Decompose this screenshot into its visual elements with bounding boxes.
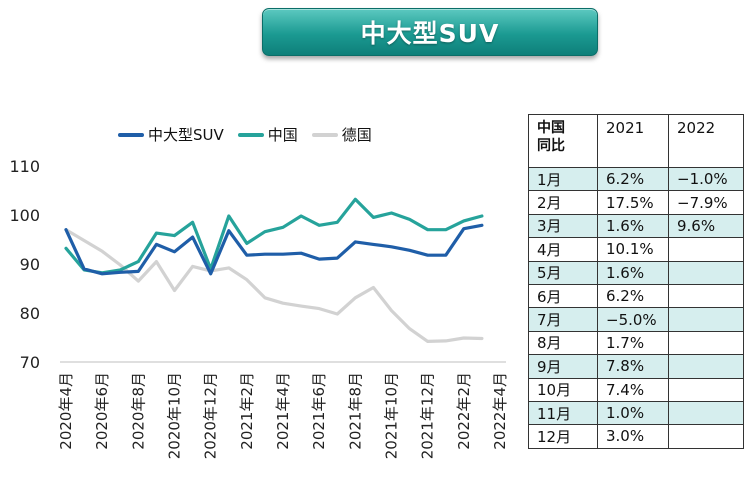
y-tick-label: 100 — [9, 206, 40, 225]
table-header-cell: 中国 同比 — [528, 114, 598, 168]
y-tick-label: 90 — [20, 255, 40, 274]
table-cell: 7月 — [528, 307, 598, 332]
x-tick-label: 2021年2月 — [238, 372, 256, 450]
table-header-cell: 2022 — [668, 114, 744, 168]
table-cell — [668, 377, 744, 402]
table-row: 2月 17.5% −7.9% — [528, 190, 744, 215]
x-tick-label: 2020年8月 — [129, 372, 147, 450]
table-cell: 10.1% — [597, 237, 669, 262]
table-row: 10月 7.4% — [528, 377, 744, 402]
table-row: 1月 6.2% −1.0% — [528, 166, 744, 192]
legend-item-suv: 中大型SUV — [118, 124, 224, 145]
table-cell: 5月 — [528, 260, 598, 285]
legend-label-suv: 中大型SUV — [148, 126, 224, 144]
x-tick-label: 2021年8月 — [346, 372, 364, 450]
yoy-table: 中国 同比 2021 2022 1月 6.2% −1.0% 2月 17.5% −7.9% 3月… — [528, 114, 744, 449]
legend-label-china: 中国 — [267, 126, 298, 144]
table-header-cell: 2021 — [597, 114, 669, 168]
table-row: 5月 1.6% — [528, 260, 744, 285]
table-cell: −5.0% — [597, 307, 669, 332]
x-tick-label: 2020年6月 — [93, 372, 111, 450]
line-chart: 70 80 90 100 110 2020年4月 2020年6月 2020年8月 2020年10… — [9, 157, 509, 459]
table-row: 8月 1.7% — [528, 330, 744, 356]
x-tick-label: 2021年4月 — [274, 372, 292, 450]
table-row: 11月 1.0% — [528, 400, 744, 426]
table-cell: 1月 — [528, 166, 598, 192]
table-cell — [668, 237, 744, 262]
legend: 中大型SUV 中国 德国 — [118, 124, 380, 145]
title-banner: 中大型SUV — [262, 8, 598, 56]
table-cell — [668, 424, 744, 449]
legend-swatch-suv — [118, 132, 144, 137]
x-tick-label: 2021年12月 — [419, 372, 437, 459]
table-row: 7月 −5.0% — [528, 307, 744, 332]
table-cell — [668, 330, 744, 356]
legend-swatch-china — [237, 132, 264, 137]
table-row: 9月 7.8% — [528, 354, 744, 379]
x-tick-label: 2021年10月 — [383, 372, 401, 459]
table-cell: 10月 — [528, 377, 598, 402]
legend-item-germany: 德国 — [311, 124, 372, 145]
table-cell: 6.2% — [597, 283, 669, 309]
table-cell: 2月 — [528, 190, 598, 215]
table-cell: 4月 — [528, 237, 598, 262]
x-tick-label: 2020年4月 — [57, 372, 75, 450]
legend-swatch-germany — [311, 132, 338, 137]
table-cell — [668, 307, 744, 332]
table-cell — [668, 283, 744, 309]
legend-item-china: 中国 — [237, 124, 298, 145]
table-cell: 1.6% — [597, 260, 669, 285]
table-cell: 1.6% — [597, 213, 669, 239]
table-cell: 9月 — [528, 354, 598, 379]
table-cell: 3月 — [528, 213, 598, 239]
legend-label-germany: 德国 — [341, 126, 372, 144]
table-cell: 7.4% — [597, 377, 669, 402]
table-row: 3月 1.6% 9.6% — [528, 213, 744, 239]
table-cell: 11月 — [528, 400, 598, 426]
table-cell — [668, 400, 744, 426]
table-cell: −1.0% — [668, 166, 744, 192]
x-tick-label: 2021年6月 — [310, 372, 328, 450]
table-row: 4月 10.1% — [528, 237, 744, 262]
table-cell — [668, 260, 744, 285]
x-tick-label: 2022年4月 — [491, 372, 509, 450]
table-cell: 1.0% — [597, 400, 669, 426]
y-tick-label: 110 — [9, 157, 40, 176]
series-line-suv — [64, 223, 484, 276]
table-cell: 9.6% — [668, 213, 744, 239]
table-row: 6月 6.2% — [528, 283, 744, 309]
table-cell: −7.9% — [668, 190, 744, 215]
table-cell: 17.5% — [597, 190, 669, 215]
table-cell — [668, 354, 744, 379]
series-line-germany — [64, 228, 484, 343]
y-tick-label: 70 — [20, 353, 40, 372]
table-cell: 6月 — [528, 283, 598, 309]
table-cell: 7.8% — [597, 354, 669, 379]
table-cell: 8月 — [528, 330, 598, 356]
x-tick-label: 2020年12月 — [202, 372, 220, 459]
series-line-china — [64, 197, 484, 275]
table-cell: 1.7% — [597, 330, 669, 356]
x-tick-label: 2020年10月 — [166, 372, 184, 459]
table-row: 12月 3.0% — [528, 424, 744, 449]
table-cell: 12月 — [528, 424, 598, 449]
chart-title: 中大型SUV — [360, 19, 500, 48]
y-tick-label: 80 — [20, 304, 40, 323]
table-cell: 3.0% — [597, 424, 669, 449]
table-cell: 6.2% — [597, 166, 669, 192]
table-header-row: 中国 同比 2021 2022 — [528, 114, 744, 168]
x-tick-label: 2022年2月 — [455, 372, 473, 450]
